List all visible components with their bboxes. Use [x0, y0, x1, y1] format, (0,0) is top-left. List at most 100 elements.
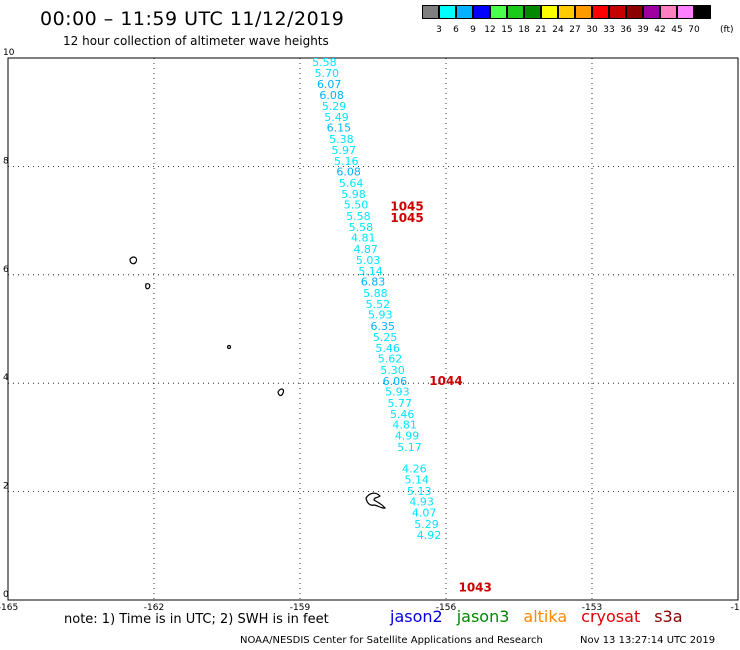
swh-value-label: 6.08	[319, 89, 344, 102]
swh-value-label: 5.25	[373, 331, 398, 344]
swh-value-label: 5.14	[405, 473, 430, 486]
island-outline	[129, 256, 138, 265]
swh-value-label: 5.58	[346, 210, 371, 223]
swh-value-label: 5.93	[368, 309, 393, 322]
swh-value-label: 6.15	[327, 122, 352, 135]
scale-swatch	[575, 5, 592, 19]
scale-swatch	[626, 5, 643, 19]
swh-value-label: 5.58	[312, 56, 337, 69]
pass-time-label: 1045	[390, 211, 423, 225]
x-tick-label: -153	[582, 603, 602, 610]
swh-value-label: 5.03	[356, 254, 381, 267]
scale-swatch	[439, 5, 456, 19]
pass-time-label: 1043	[458, 580, 491, 594]
swh-value-label: 5.70	[315, 67, 340, 80]
scale-swatch	[473, 5, 490, 19]
scale-swatch	[694, 5, 711, 19]
swh-value-label: 5.30	[380, 364, 405, 377]
swh-value-label: 5.13	[407, 485, 432, 498]
y-tick-label: 2	[3, 482, 9, 492]
swh-value-label: 4.93	[409, 496, 434, 509]
scale-swatch	[592, 5, 609, 19]
swh-value-label: 5.97	[332, 144, 357, 157]
scale-label: 70	[688, 25, 700, 35]
scale-swatch	[660, 5, 677, 19]
swh-value-label: 6.83	[361, 276, 386, 289]
swh-value-label: 4.07	[412, 507, 437, 520]
swh-value-label: 6.35	[370, 320, 395, 333]
swh-value-label: 4.26	[402, 463, 427, 476]
swh-value-label: 5.46	[375, 342, 400, 355]
x-tick-label: -162	[144, 603, 164, 610]
y-tick-label: 10	[3, 48, 15, 58]
swh-value-label: 4.87	[353, 243, 378, 256]
swh-value-label: 5.38	[329, 133, 354, 146]
swh-value-label: 5.29	[414, 518, 439, 531]
satellite-legend: jason2 jason3 altika cryosat s3a	[390, 607, 697, 626]
credit-text: NOAA/NESDIS Center for Satellite Applica…	[240, 635, 543, 646]
x-tick-label: -156	[436, 603, 457, 610]
scale-unit: (ft)	[720, 25, 734, 35]
scale-swatch	[507, 5, 524, 19]
scale-label: 15	[501, 25, 513, 35]
scale-label: 30	[586, 25, 598, 35]
swh-value-label: 4.92	[417, 529, 442, 542]
footer-note: note: 1) Time is in UTC; 2) SWH is in fe…	[64, 612, 329, 627]
swh-value-label: 5.62	[378, 353, 403, 366]
island-outline	[365, 492, 386, 509]
scale-swatch	[422, 5, 439, 19]
scale-swatch	[677, 5, 694, 19]
y-tick-label: 0	[3, 590, 9, 600]
swh-value-label: 5.17	[397, 441, 422, 454]
swh-value-label: 5.93	[385, 386, 410, 399]
swh-value-label: 4.99	[395, 430, 420, 443]
scale-label: 36	[620, 25, 632, 35]
scale-swatch	[456, 5, 473, 19]
swh-value-label: 5.77	[388, 397, 413, 410]
island-outline	[277, 388, 285, 397]
swh-value-label: 5.50	[344, 199, 369, 212]
legend-jason2: jason2	[390, 607, 443, 626]
scale-label: 42	[654, 25, 666, 35]
chart-subtitle: 12 hour collection of altimeter wave hei…	[63, 34, 329, 48]
chart-title: 00:00 – 11:59 UTC 11/12/2019	[40, 8, 345, 30]
swh-value-label: 4.81	[351, 232, 376, 245]
swh-value-label: 6.07	[317, 78, 342, 91]
scale-label: 3	[436, 25, 442, 35]
y-tick-label: 4	[3, 373, 9, 383]
pass-time-label: 1045	[390, 199, 423, 213]
swh-value-label: 5.14	[358, 265, 383, 278]
swh-value-label: 5.16	[334, 155, 359, 168]
swh-value-label: 4.81	[392, 419, 417, 432]
x-tick-label: -15	[731, 603, 740, 610]
map-frame	[7, 57, 739, 601]
legend-jason3: jason3	[456, 607, 510, 626]
swh-value-label: 5.98	[341, 188, 366, 201]
scale-swatch	[643, 5, 660, 19]
generated-timestamp: Nov 13 13:27:14 UTC 2019	[580, 635, 716, 646]
scale-swatch	[609, 5, 626, 19]
scale-swatch	[541, 5, 558, 19]
swh-value-label: 6.08	[336, 166, 361, 179]
y-tick-label: 8	[3, 156, 9, 166]
altimeter-map: -165-162-159-156-153-1502468105.585.706.…	[0, 48, 740, 610]
y-tick-label: 6	[3, 265, 9, 275]
swh-value-label: 5.58	[349, 221, 374, 234]
swh-value-label: 5.29	[322, 100, 347, 113]
scale-swatch	[558, 5, 575, 19]
swh-value-label: 5.46	[390, 408, 415, 421]
swh-value-label: 5.64	[339, 177, 364, 190]
scale-label: 9	[470, 25, 476, 35]
scale-swatch	[490, 5, 507, 19]
scale-label: 21	[535, 25, 547, 35]
scale-label: 33	[603, 25, 615, 35]
scale-label: 27	[569, 25, 581, 35]
legend-altika: altika	[523, 607, 568, 626]
scale-label: 24	[552, 25, 564, 35]
swh-value-label: 5.52	[366, 298, 391, 311]
island-outline	[226, 344, 232, 350]
pass-time-label: 1044	[429, 374, 462, 388]
scale-label: 12	[484, 25, 496, 35]
island-outline	[145, 283, 151, 290]
legend-s3a: s3a	[654, 607, 683, 626]
